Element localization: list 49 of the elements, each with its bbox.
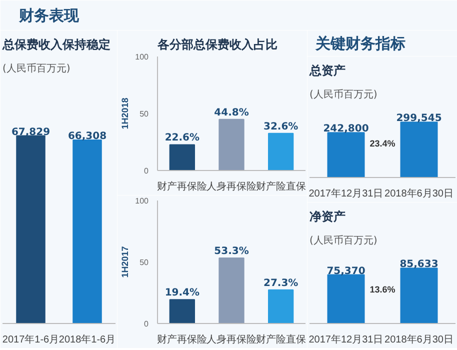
y-tick-label: 50 — [140, 110, 150, 118]
bar — [218, 257, 244, 324]
data-label: 242,800 — [323, 124, 369, 135]
x-tick-label: 2017年12月31日 — [308, 334, 384, 346]
x-tick-label: 人身再保险 — [206, 180, 256, 192]
y-axis-title: 1H2017 — [120, 246, 130, 278]
annotation: 13.6% — [370, 284, 396, 295]
y-axis-title: 1H2018 — [120, 98, 130, 130]
bar — [268, 289, 294, 324]
data-label: 27.3% — [263, 278, 298, 289]
data-label: 44.8% — [214, 107, 249, 118]
data-label: 22.6% — [164, 132, 200, 144]
data-label: 66,308 — [68, 131, 107, 142]
x-tick-label: 财产险直保 — [256, 180, 306, 192]
x-tick-label: 2018年6月30日 — [384, 188, 454, 200]
chart-title: 总保费收入保持稳定 — [2, 38, 110, 52]
x-tick-label: 2017年12月31日 — [308, 188, 384, 200]
chart-title: 总资产 — [308, 64, 346, 78]
bar — [169, 144, 195, 170]
chart-title: 各分部总保费收入占比 — [156, 38, 278, 52]
data-label: 53.3% — [214, 246, 249, 257]
chart-title: 净资产 — [310, 210, 346, 224]
text: 财务表现 — [18, 6, 80, 24]
x-tick-label: 人身再保险 — [206, 334, 256, 346]
y-tick-label: 100 — [135, 52, 150, 62]
x-tick-label: 财产再保险 — [157, 180, 208, 192]
chart-subtitle: (人民币百万元) — [2, 62, 70, 74]
y-tick-label: 0 — [144, 166, 150, 176]
y-tick-label: 100 — [135, 196, 150, 206]
x-tick-label: 2017年1-6月 — [2, 334, 60, 346]
chart-subtitle: (人民币百万元) — [310, 88, 378, 100]
data-label: 299,545 — [396, 113, 442, 124]
chart-subtitle: (人民币百万元) — [310, 234, 378, 246]
annotation: 23.4% — [370, 138, 396, 149]
data-label: 19.4% — [164, 288, 200, 299]
bar — [268, 132, 294, 170]
data-label: 32.6% — [263, 121, 298, 132]
bar — [218, 118, 244, 170]
data-label: 85,633 — [400, 259, 438, 270]
data-label: 75,370 — [326, 266, 366, 277]
x-tick-label: 财产再保险 — [157, 334, 208, 346]
x-tick-label: 财产险直保 — [256, 334, 306, 346]
bar — [169, 299, 195, 324]
x-tick-label: 2018年6月30日 — [384, 334, 454, 346]
data-label: 67,829 — [11, 126, 50, 138]
x-tick-label: 2018年1-6月 — [58, 334, 116, 346]
y-tick-label: 50 — [140, 258, 150, 267]
y-tick-label: 0 — [144, 320, 150, 328]
text: 关键财务指标 — [314, 34, 406, 52]
